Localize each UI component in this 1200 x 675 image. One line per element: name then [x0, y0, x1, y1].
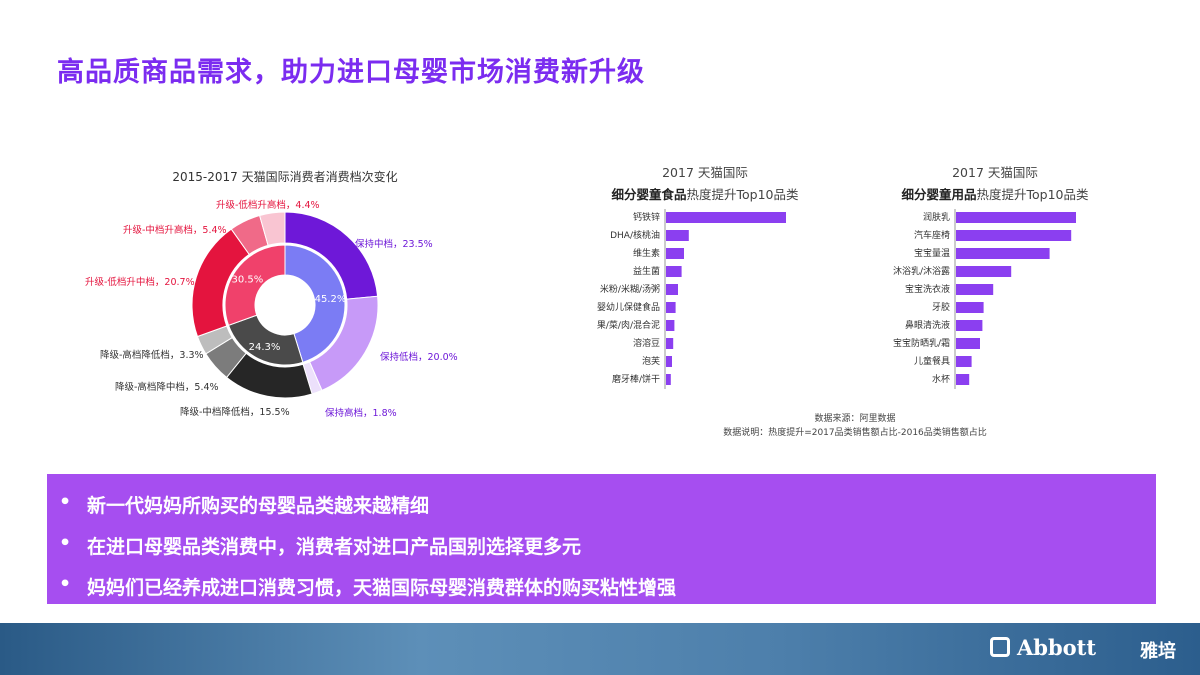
bar-category-label: 维生素 [633, 247, 660, 259]
bar [666, 302, 676, 313]
bar1-title-rest: 热度提升Top10品类 [686, 187, 799, 202]
bar-category-label: 鼻眼清洗液 [905, 319, 950, 331]
bar1-title: 2017 天猫国际 细分婴童食品热度提升Top10品类 [575, 162, 835, 203]
bar2-title: 2017 天猫国际 细分婴童用品热度提升Top10品类 [865, 162, 1125, 203]
bar [666, 320, 675, 331]
outer-slice [258, 211, 286, 246]
bar-category-label: 果/菜/肉/混合泥 [597, 319, 660, 331]
abbott-logo-icon [990, 637, 1010, 657]
footer-bar: Abbott 雅培 [0, 623, 1200, 675]
bar [666, 212, 786, 223]
bar [956, 266, 1012, 277]
abbott-logo-cn: 雅培 [1140, 641, 1176, 662]
bar [666, 338, 674, 349]
bar-category-label: 宝宝量温 [914, 247, 950, 259]
inner-slice [224, 244, 286, 326]
bar [666, 230, 689, 241]
bar [956, 320, 983, 331]
bar [956, 230, 1072, 241]
bar1-title-line1: 2017 天猫国际 [662, 165, 748, 180]
bar [956, 338, 980, 349]
outer-slice-label: 升级-低档升中档，20.7% [85, 276, 195, 288]
bar-category-label: 儿童餐具 [914, 355, 950, 367]
bar [666, 248, 684, 259]
abbott-logo-text: Abbott [1017, 635, 1097, 660]
outer-slice-label: 升级-低档升高档，4.4% [216, 199, 320, 211]
bar-category-label: 婴幼儿保健食品 [597, 301, 660, 313]
outer-slice-label: 保持高档，1.8% [325, 407, 397, 419]
bar [666, 374, 671, 385]
bar-chart-goods: 润肤乳汽车座椅宝宝量温沐浴乳/沐浴露宝宝洗衣液牙胶鼻眼清洗液宝宝防晒乳/霜儿童餐… [893, 209, 1076, 389]
source-line2: 数据说明：热度提升=2017品类销售额占比-2016品类销售额占比 [723, 428, 987, 438]
bar [666, 284, 678, 295]
bar [666, 266, 682, 277]
summary-panel: • 新一代妈妈所购买的母婴品类越来越精细 • 在进口母婴品类消费中，消费者对进口产品… [47, 474, 1156, 604]
bar-category-label: 磨牙棒/饼干 [612, 373, 660, 385]
outer-slice-label: 降级-高档降低档，3.3% [100, 349, 204, 361]
bar-category-label: DHA/核桃油 [610, 229, 660, 241]
donut-title: 2015-2017 天猫国际消费者消费档次变化 [172, 169, 397, 184]
outer-slice-label: 升级-中档升高档，5.4% [123, 224, 227, 236]
source-line1: 数据来源：阿里数据 [814, 414, 896, 424]
bar [666, 356, 672, 367]
outer-slice-label: 保持低档，20.0% [380, 351, 458, 363]
bar [956, 374, 970, 385]
outer-slice-label: 保持中档，23.5% [355, 238, 433, 250]
bar-category-label: 宝宝防晒乳/霜 [893, 337, 950, 349]
bar-chart-food: 钙铁锌 DHA/核桃油维生素益生菌米粉/米糊/汤粥婴幼儿保健食品果/菜/肉/混合泥… [597, 209, 786, 389]
bar-category-label: 汽车座椅 [914, 229, 950, 241]
inner-slice-label: 45.2% [315, 294, 347, 305]
bar-category-label: 水杯 [932, 373, 950, 385]
bar-category-label: 益生菌 [633, 265, 660, 277]
donut-chart: 2015-2017 天猫国际消费者消费档次变化 45.2% 24.3% 30.5% 保… [85, 169, 458, 419]
inner-slice-label: 30.5% [231, 275, 263, 286]
bar-category-label: 宝宝洗衣液 [905, 283, 950, 295]
bar2-title-bold: 细分婴童用品 [901, 187, 977, 202]
bar-category-label: 钙铁锌 [633, 211, 660, 223]
bar-category-label: 溶溶豆 [633, 337, 660, 349]
bar [956, 302, 984, 313]
bar [956, 212, 1076, 223]
bar-category-label: 沐浴乳/沐浴露 [893, 265, 950, 277]
bar-category-label: 米粉/米糊/汤粥 [600, 283, 660, 295]
inner-slice-label: 24.3% [249, 342, 281, 353]
bar-category-label: 泡芙 [642, 355, 660, 367]
outer-slice-label: 降级-中档降低档，15.5% [180, 406, 290, 418]
outer-slice-label: 降级-高档降中档，5.4% [115, 381, 219, 393]
bar [956, 284, 994, 295]
bar [956, 356, 972, 367]
bar2-title-line1: 2017 天猫国际 [952, 165, 1038, 180]
bar1-title-bold: 细分婴童食品 [611, 187, 687, 202]
bar-category-label: 牙胶 [932, 301, 950, 313]
inner-slice [284, 244, 346, 363]
bar [956, 248, 1050, 259]
bar2-title-rest: 热度提升Top10品类 [976, 187, 1089, 202]
bar-category-label: 润肤乳 [923, 211, 950, 223]
page-title: 高品质商品需求，助力进口母婴市场消费新升级 [57, 57, 645, 88]
